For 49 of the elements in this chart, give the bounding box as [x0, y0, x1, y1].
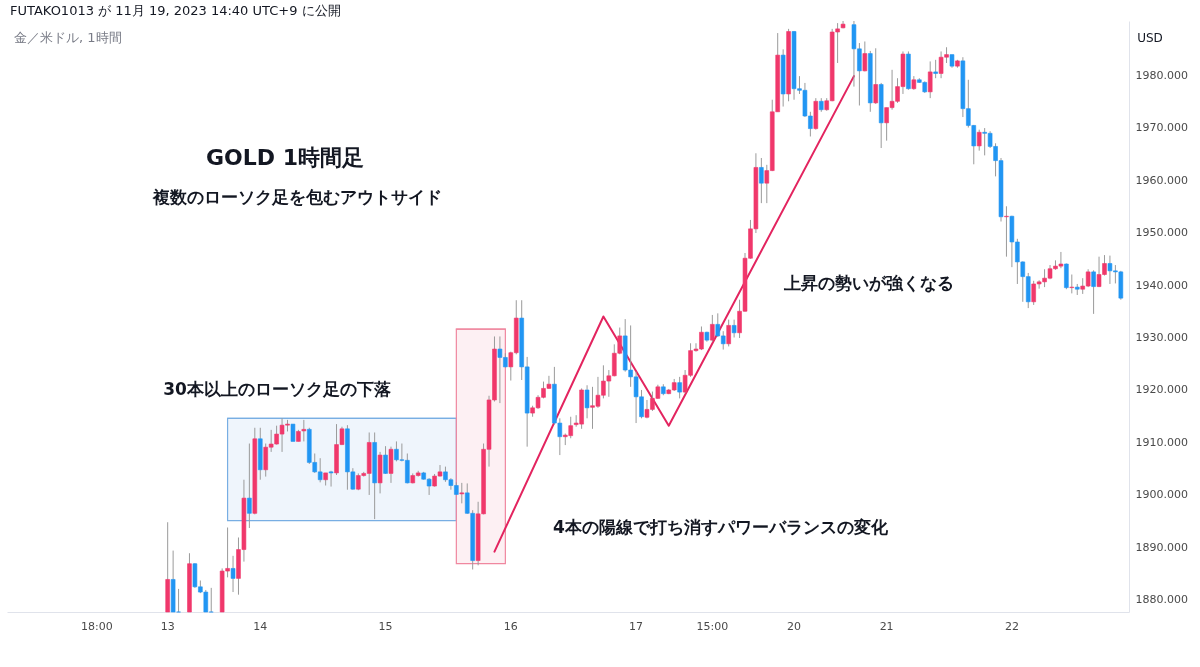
annotation: 上昇の勢いが強くなる: [783, 273, 954, 293]
annotation: 4本の陽線で打ち消すパワーバランスの変化: [553, 517, 889, 537]
x-tick-label: 15: [378, 619, 393, 633]
candlestick: [710, 314, 715, 343]
x-tick-label: 16: [503, 619, 518, 633]
x-tick-label: 22: [1004, 619, 1019, 633]
x-tick-label: 18:00: [81, 619, 113, 633]
text: FUTAKO1013 が 11月 19, 2023 14:40 UTC+9 に公開: [10, 3, 341, 18]
candlestick: [230, 555, 236, 593]
y-axis-title: USD: [1137, 31, 1163, 45]
candlestick: [1091, 269, 1096, 315]
x-tick-label: 14: [253, 619, 268, 633]
candlestick: [383, 445, 388, 475]
candlestick: [328, 470, 334, 488]
candlestick: [1069, 274, 1075, 294]
candlestick: [584, 384, 590, 419]
x-tick-label: 15:00: [696, 619, 729, 633]
annotation: 金／米ドル, 1時間: [14, 30, 122, 45]
y-tick-label: 1980.000: [1135, 68, 1188, 82]
text: GOLD 1時間足: [205, 145, 365, 170]
candlestick: [927, 60, 933, 99]
candlestick: [1004, 205, 1009, 258]
y-tick-label: 1910.000: [1135, 435, 1188, 449]
candlestick: [873, 47, 878, 105]
x-tick-label: 21: [879, 619, 894, 633]
annotation: 30本以上のローソク足の下落: [163, 379, 391, 399]
candlestick: [677, 376, 682, 399]
y-tick-label: 1940.000: [1135, 278, 1188, 292]
x-tick-label: 13: [160, 619, 175, 633]
candlestick: [862, 40, 868, 72]
x-tick-label: 20: [787, 619, 802, 633]
candlestick: [976, 129, 982, 152]
y-tick-label: 1920.000: [1135, 383, 1188, 397]
candlestick: [933, 59, 938, 79]
y-tick-label: 1970.000: [1135, 121, 1188, 135]
y-tick-label: 1950.000: [1135, 226, 1188, 240]
candlestick: [759, 157, 764, 204]
y-tick-label: 1960.000: [1135, 173, 1188, 187]
candlestick: [459, 482, 465, 504]
text: 複数のローソク足を包むアウトサイド: [151, 187, 442, 207]
y-tick-label: 1890.000: [1135, 540, 1188, 554]
x-tick-label: 17: [629, 619, 644, 633]
candlestick: [247, 443, 252, 529]
candlestick: [731, 319, 737, 338]
y-tick-label: 1900.000: [1135, 488, 1188, 502]
candlestick: [726, 319, 731, 347]
y-tick-label: 1930.000: [1135, 330, 1188, 344]
candlestick: [1064, 262, 1069, 290]
y-tick-label: 1880.000: [1135, 593, 1188, 607]
